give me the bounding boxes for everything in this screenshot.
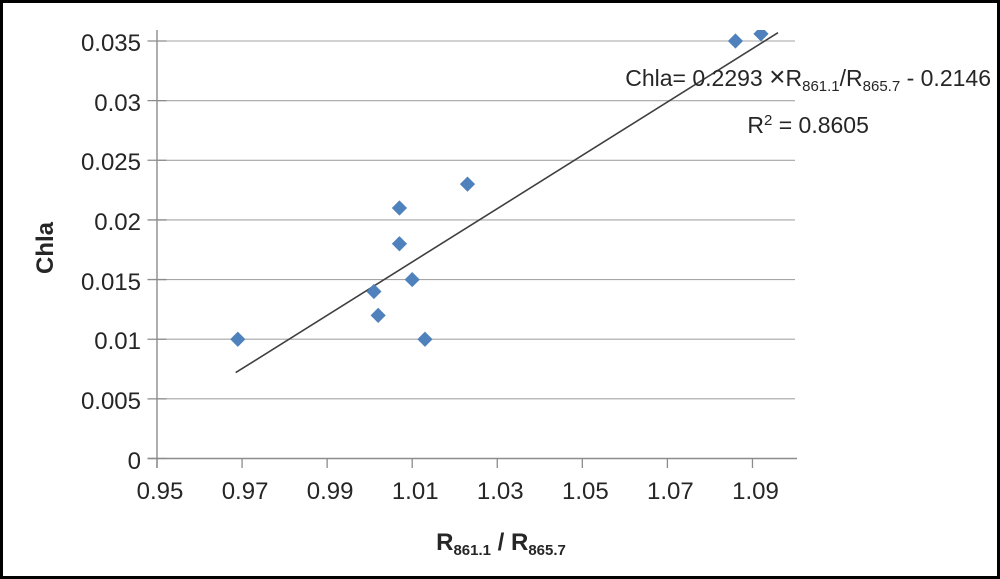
x-tick-label: 1.09 bbox=[732, 477, 779, 505]
scatter-point bbox=[727, 33, 744, 49]
scatter-point bbox=[404, 271, 420, 288]
subscript-text: 865.7 bbox=[862, 78, 901, 95]
text-part: R bbox=[436, 529, 454, 556]
scatter-point bbox=[391, 200, 408, 216]
x-tick-label: 1.05 bbox=[561, 477, 609, 505]
text-part: = 0.8605 bbox=[772, 112, 869, 138]
y-tick-label: 0 bbox=[127, 447, 141, 475]
text-part: R bbox=[785, 65, 803, 91]
y-axis-title: Chla bbox=[32, 222, 59, 275]
x-tick-label: 0.95 bbox=[136, 477, 184, 505]
y-tick-label: 0.03 bbox=[94, 89, 141, 117]
y-tick-label: 0.015 bbox=[80, 268, 141, 296]
scatter-point bbox=[370, 307, 386, 323]
scatter-point bbox=[753, 30, 769, 42]
text-part: - 0.2146 bbox=[900, 65, 991, 91]
x-axis-title: R861.1 / R865.7 bbox=[371, 529, 631, 559]
trendline-equation-label: Chla= 0.2293 ×R861.1/R865.7 - 0.2146 R2 … bbox=[625, 61, 991, 142]
plot-area bbox=[147, 30, 797, 468]
scatter-point bbox=[391, 236, 408, 252]
text-part: R bbox=[747, 112, 764, 138]
text-part: Chla= 0.2293 bbox=[625, 65, 770, 91]
scatter-point bbox=[417, 331, 433, 347]
scatter-point bbox=[459, 176, 476, 192]
subscript-text: 861.1 bbox=[453, 542, 491, 559]
scatter-point bbox=[230, 331, 246, 347]
x-tick-label: 1.03 bbox=[476, 477, 524, 505]
equation-line-1: Chla= 0.2293 ×R861.1/R865.7 - 0.2146 bbox=[625, 61, 991, 104]
x-tick-label: 1.07 bbox=[647, 477, 694, 505]
x-tick-label: 0.97 bbox=[221, 477, 269, 505]
text-part: × bbox=[769, 61, 786, 92]
text-part: / R bbox=[491, 529, 529, 556]
y-tick-label: 0.005 bbox=[80, 387, 141, 415]
trendline bbox=[235, 31, 779, 374]
r-squared-label: R2 = 0.8605 bbox=[625, 104, 991, 142]
x-tick-label: 1.01 bbox=[391, 477, 439, 505]
text-part: /R bbox=[839, 65, 863, 91]
y-tick-label: 0.025 bbox=[80, 149, 141, 177]
y-tick-label: 0.02 bbox=[94, 208, 141, 236]
x-tick-label: 0.99 bbox=[306, 477, 354, 505]
y-tick-label: 0.035 bbox=[80, 30, 141, 57]
y-tick-label: 0.01 bbox=[94, 328, 141, 356]
subscript-text: 865.7 bbox=[528, 542, 566, 559]
subscript-text: 861.1 bbox=[802, 78, 840, 95]
scatter-point bbox=[366, 283, 382, 300]
superscript-text: 2 bbox=[763, 112, 773, 129]
